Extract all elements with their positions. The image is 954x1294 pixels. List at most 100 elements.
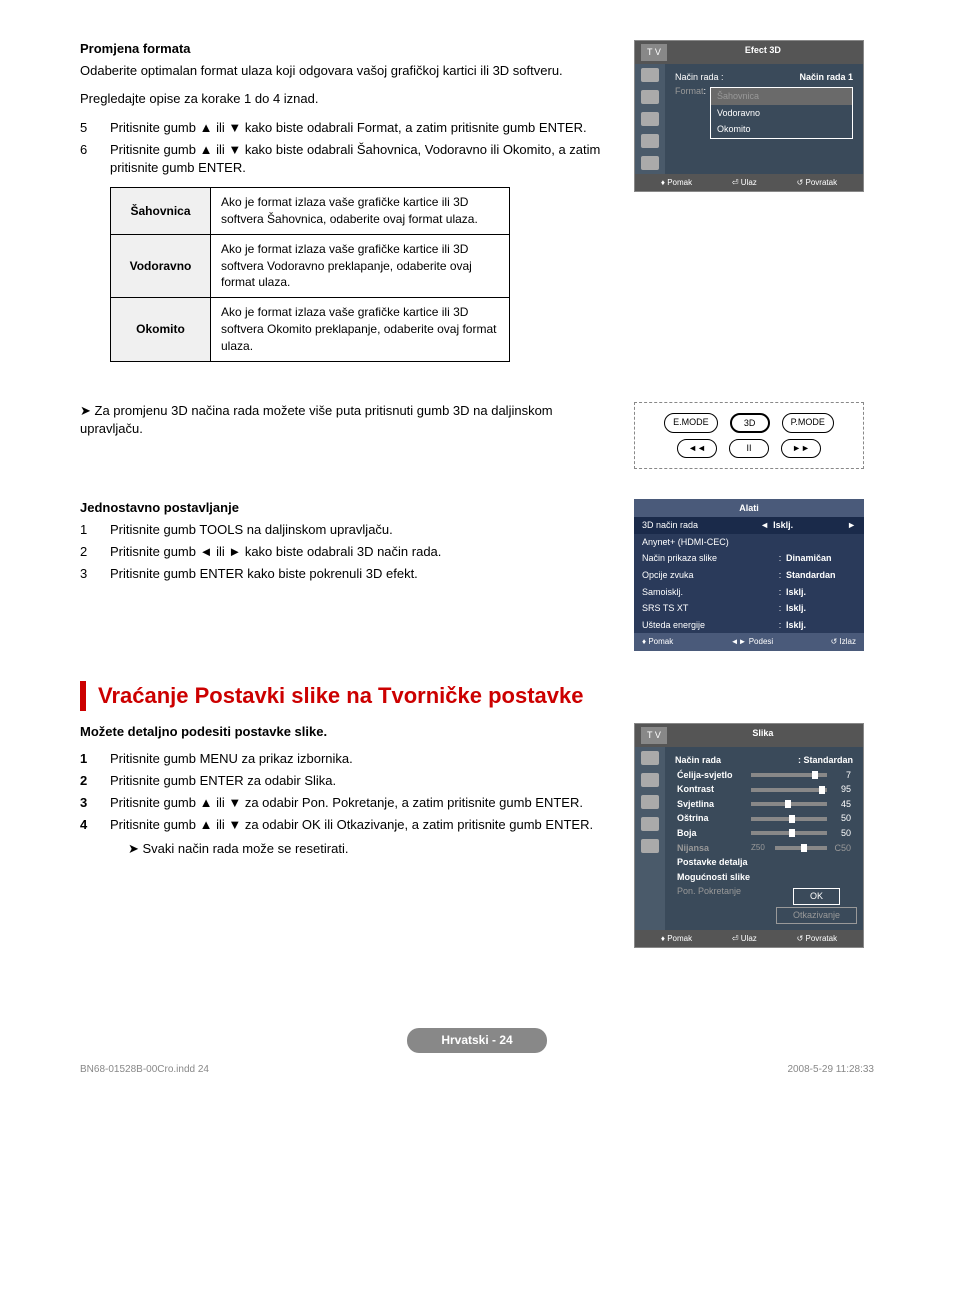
slider-row[interactable]: NijansaZ50C50 [671, 841, 857, 856]
footer-hint: ⏎ Ulaz [732, 177, 757, 188]
step-text: Pritisnite gumb ENTER kako biste pokrenu… [110, 565, 418, 583]
footer-hint: ↺ Povratak [797, 933, 838, 944]
tools-row-label: 3D način rada [642, 519, 760, 532]
mode-value: : Standardan [798, 754, 853, 767]
heading-factory-reset: Vraćanje Postavki slike na Tvorničke pos… [80, 681, 874, 712]
footer-hint: ⏎ Ulaz [732, 933, 757, 944]
step-text: Pritisnite gumb MENU za prikaz izbornika… [110, 750, 353, 768]
menu-icon [641, 134, 659, 148]
note-reset: Svaki način rada može se resetirati. [128, 840, 614, 858]
menu-icon [641, 112, 659, 126]
tools-row-value: Dinamičan [786, 552, 856, 565]
tools-row-value: Standardan [786, 569, 856, 582]
step-number: 3 [80, 794, 110, 812]
remote-button-forward[interactable]: ►► [781, 439, 821, 458]
dropdown-item[interactable]: Šahovnica [711, 88, 852, 105]
slider-row[interactable]: Ćelija-svjetlo7 [671, 768, 857, 783]
subheading: Možete detaljno podesiti postavke slike. [80, 723, 614, 741]
footer-hint: ↺ Izlaz [831, 636, 856, 647]
step-number: 1 [80, 750, 110, 768]
slider-row[interactable]: Oštrina50 [671, 811, 857, 826]
note-3d-remote: Za promjenu 3D načina rada možete više p… [80, 402, 614, 438]
step-text: Pritisnite gumb ▲ ili ▼ kako biste odabr… [110, 119, 587, 137]
colon: : [704, 85, 707, 139]
footer-hint: ♦ Pomak [661, 177, 692, 188]
menu-icon [641, 156, 659, 170]
menu-icon [641, 773, 659, 787]
tv-menu-title: Slika [669, 727, 857, 744]
remote-button-emode[interactable]: E.MODE [664, 413, 718, 434]
remote-button-pmode[interactable]: P.MODE [782, 413, 834, 434]
tv-menu-slika: T V Slika Način rada : Standardan [634, 723, 864, 947]
tv-row-label: Način rada : [675, 71, 724, 84]
footer-hint: ↺ Povratak [797, 177, 838, 188]
tools-row-label: Način prikaza slike [642, 552, 774, 565]
tv-menu-title: Efect 3D [669, 44, 857, 61]
dropdown-item[interactable]: Vodoravno [711, 105, 852, 122]
dropdown-item[interactable]: Okomito [711, 121, 852, 138]
table-cell-label: Šahovnica [111, 188, 211, 235]
tools-menu: Alati 3D način rada ◄ Isklj. ► Anynet+ (… [634, 499, 864, 651]
tools-row-value: Isklj. [786, 619, 856, 632]
mode-label: Način rada [675, 754, 721, 767]
tv-tab: T V [641, 727, 667, 744]
tools-title: Alati [634, 499, 864, 518]
menu-item[interactable]: Pon. Pokretanje [671, 884, 776, 923]
page-number: Hrvatski - 24 [407, 1028, 547, 1053]
table-cell-desc: Ako je format izlaza vaše grafičke karti… [211, 188, 510, 235]
table-cell-label: Vodoravno [111, 234, 211, 297]
slider-row[interactable]: Boja50 [671, 826, 857, 841]
tools-arrows[interactable]: ◄ Isklj. ► [760, 519, 856, 532]
tools-row-label: Samoisklj. [642, 586, 774, 599]
tools-row-label: Ušteda energije [642, 619, 774, 632]
print-date: 2008-5-29 11:28:33 [787, 1063, 874, 1077]
tv-menu-efect3d: T V Efect 3D Način rada : Način rada 1 [634, 40, 864, 192]
tv-row-value: Način rada 1 [799, 71, 853, 84]
table-cell-desc: Ako je format izlaza vaše grafičke karti… [211, 234, 510, 297]
menu-icon [641, 751, 659, 765]
footer-hint: ♦ Pomak [642, 636, 673, 647]
tools-row-label: Anynet+ (HDMI-CEC) [642, 536, 856, 549]
menu-icon [641, 817, 659, 831]
step-number: 6 [80, 141, 110, 177]
slider-row[interactable]: Svjetlina45 [671, 797, 857, 812]
menu-item[interactable]: Postavke detalja [671, 855, 857, 870]
heading-easy-setup: Jednostavno postavljanje [80, 499, 614, 517]
step-text: Pritisnite gumb ENTER za odabir Slika. [110, 772, 336, 790]
footer-hint: ♦ Pomak [661, 933, 692, 944]
remote-button-rewind[interactable]: ◄◄ [677, 439, 717, 458]
step-number: 1 [80, 521, 110, 539]
step-text: Pritisnite gumb ▲ ili ▼ za odabir OK ili… [110, 816, 593, 834]
tv-row-label: Format [675, 85, 704, 139]
remote-button-3d[interactable]: 3D [730, 413, 770, 434]
remote-button-pause[interactable]: II [729, 439, 769, 458]
footer-hint: ◄► Podesi [731, 636, 774, 647]
step-number: 4 [80, 816, 110, 834]
tools-row-value: Isklj. [786, 602, 856, 615]
step-text: Pritisnite gumb ▲ ili ▼ kako biste odabr… [110, 141, 614, 177]
menu-icon [641, 795, 659, 809]
menu-item[interactable]: Mogućnosti slike [671, 870, 857, 885]
step-text: Pritisnite gumb TOOLS na daljinskom upra… [110, 521, 393, 539]
table-cell-desc: Ako je format izlaza vaše grafičke karti… [211, 298, 510, 361]
step-number: 2 [80, 543, 110, 561]
format-table: Šahovnica Ako je format izlaza vaše graf… [110, 187, 510, 361]
step-number: 5 [80, 119, 110, 137]
tools-row-value: Isklj. [786, 586, 856, 599]
print-metadata: BN68-01528B-00Cro.indd 24 2008-5-29 11:2… [80, 1063, 874, 1077]
table-cell-label: Okomito [111, 298, 211, 361]
step-number: 3 [80, 565, 110, 583]
tv-tab: T V [641, 44, 667, 61]
tools-row-label: SRS TS XT [642, 602, 774, 615]
tools-row-label: Opcije zvuka [642, 569, 774, 582]
slider-row[interactable]: Kontrast95 [671, 782, 857, 797]
step-text: Pritisnite gumb ▲ ili ▼ za odabir Pon. P… [110, 794, 583, 812]
step-text: Pritisnite gumb ◄ ili ► kako biste odabr… [110, 543, 441, 561]
menu-icon [641, 90, 659, 104]
heading-format-change: Promjena formata [80, 40, 614, 58]
ok-button[interactable]: OK [793, 888, 840, 905]
cancel-button[interactable]: Otkazivanje [776, 907, 857, 924]
step-number: 2 [80, 772, 110, 790]
remote-control-diagram: E.MODE 3D P.MODE ◄◄ II ►► [634, 402, 864, 469]
para-intro: Odaberite optimalan format ulaza koji od… [80, 62, 614, 80]
